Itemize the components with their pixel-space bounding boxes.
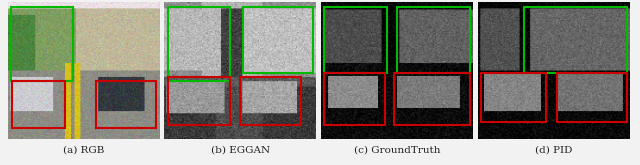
Bar bbox=[481, 73, 547, 122]
Text: (c) GroundTruth: (c) GroundTruth bbox=[354, 146, 440, 155]
Bar bbox=[168, 7, 230, 81]
Bar bbox=[12, 81, 65, 128]
Bar bbox=[168, 77, 230, 125]
Text: (a) RGB: (a) RGB bbox=[63, 146, 104, 155]
Bar bbox=[324, 73, 385, 125]
Bar bbox=[324, 7, 387, 73]
Bar bbox=[524, 7, 627, 73]
Text: (d) PID: (d) PID bbox=[535, 146, 573, 155]
Bar bbox=[557, 73, 627, 122]
Bar bbox=[243, 7, 313, 73]
Bar bbox=[397, 7, 470, 73]
Text: (b) EGGAN: (b) EGGAN bbox=[211, 146, 270, 155]
Bar bbox=[241, 77, 301, 125]
Bar bbox=[394, 73, 470, 125]
Bar bbox=[11, 7, 73, 81]
Bar bbox=[95, 81, 156, 128]
